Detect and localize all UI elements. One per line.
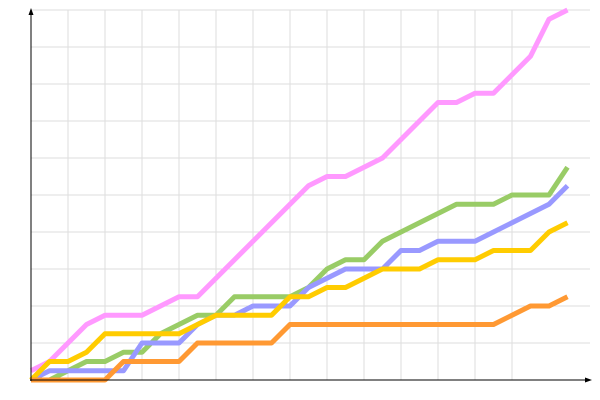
series-line-3 (29, 183, 570, 383)
series-line-5 (31, 294, 569, 383)
series-line-2 (31, 165, 570, 383)
series-line-1 (29, 7, 569, 373)
series-line-4 (29, 220, 569, 382)
x-axis-arrow-icon (585, 377, 592, 383)
y-axis-arrow-icon (28, 8, 34, 15)
axes (28, 8, 592, 383)
grid (31, 9, 590, 380)
series-group (29, 7, 570, 383)
